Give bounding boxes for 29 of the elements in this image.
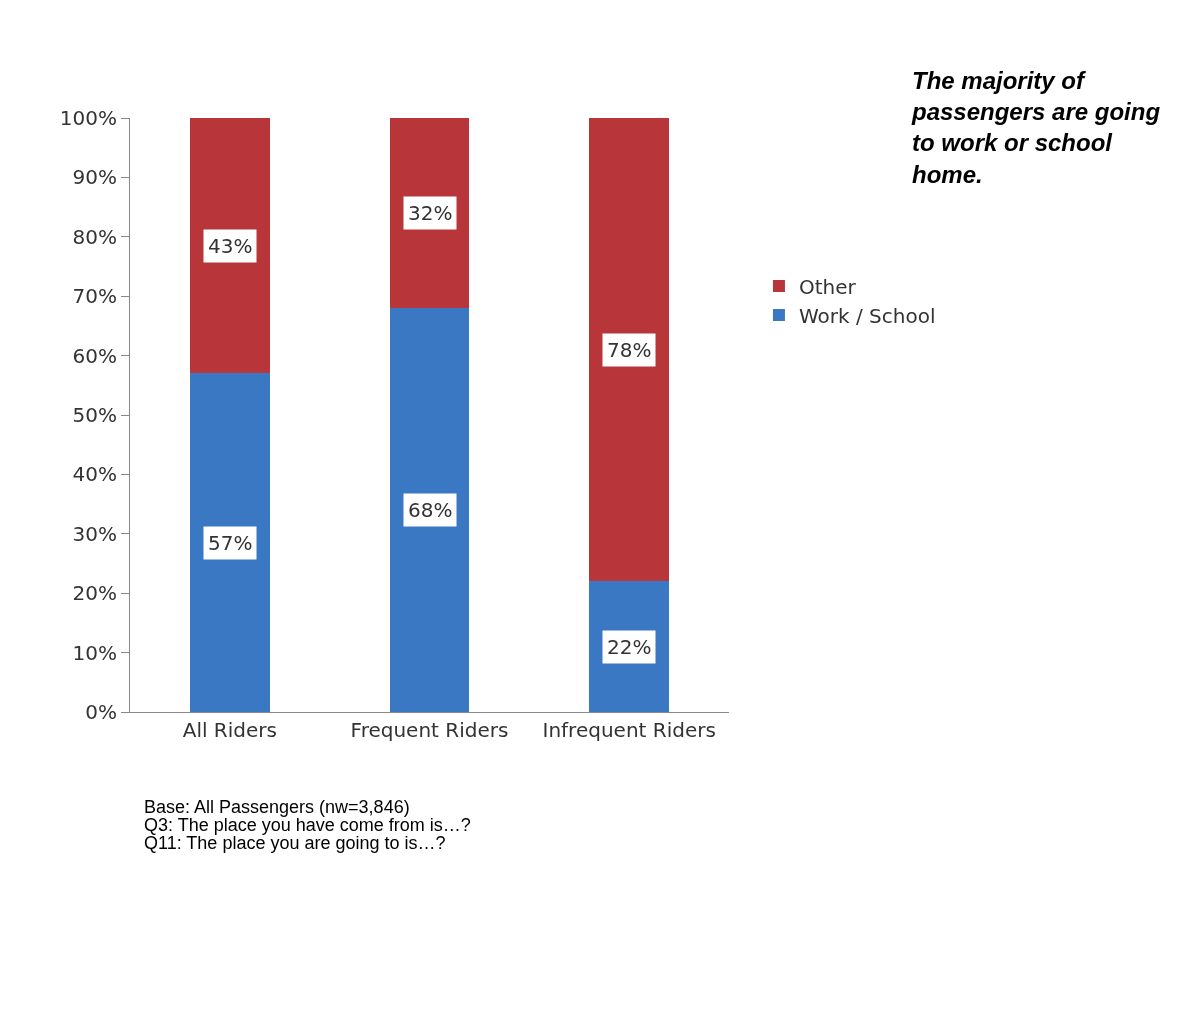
bar (189, 373, 270, 712)
y-tick-label: 30% (72, 521, 117, 546)
y-tick-label: 60% (72, 343, 117, 368)
y-tick-label: 10% (72, 640, 117, 665)
bar (589, 118, 670, 582)
bar (389, 118, 470, 309)
data-label: 22% (607, 635, 652, 659)
data-label: 68% (408, 498, 453, 522)
data-label: 78% (607, 338, 652, 362)
bar (389, 308, 470, 712)
data-label: 57% (208, 531, 253, 555)
x-tick-label: Frequent Riders (350, 718, 509, 742)
y-tick-label: 40% (72, 462, 117, 487)
legend-label: Work / School (798, 303, 936, 328)
x-tick-label: All Riders (182, 718, 277, 742)
x-tick-label: Infrequent Riders (542, 718, 716, 742)
y-tick-label: 0% (85, 700, 117, 724)
y-tick-label: 50% (72, 403, 117, 427)
legend-label: Other (798, 274, 857, 299)
bar (189, 118, 270, 374)
y-tick-label: 80% (72, 224, 117, 249)
data-label: 43% (208, 234, 253, 258)
data-label: 32% (408, 201, 453, 225)
y-tick-label: 100% (59, 106, 117, 130)
y-tick-label: 70% (72, 284, 117, 309)
y-tick-label: 90% (72, 165, 117, 190)
y-tick-label: 20% (72, 581, 117, 606)
text: Base: All Passengers (nw=3,846) (144, 797, 410, 817)
text: The majority of passengers are going to work or school home. (911, 67, 1161, 188)
